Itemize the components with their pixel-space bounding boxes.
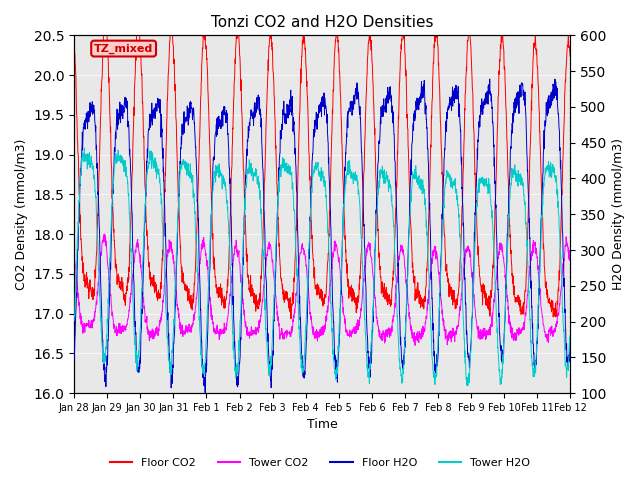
Legend: Floor CO2, Tower CO2, Floor H2O, Tower H2O: Floor CO2, Tower CO2, Floor H2O, Tower H…	[105, 453, 535, 472]
Y-axis label: H2O Density (mmol/m3): H2O Density (mmol/m3)	[612, 138, 625, 290]
Text: TZ_mixed: TZ_mixed	[94, 43, 153, 54]
Title: Tonzi CO2 and H2O Densities: Tonzi CO2 and H2O Densities	[211, 15, 433, 30]
Y-axis label: CO2 Density (mmol/m3): CO2 Density (mmol/m3)	[15, 139, 28, 290]
X-axis label: Time: Time	[307, 419, 338, 432]
